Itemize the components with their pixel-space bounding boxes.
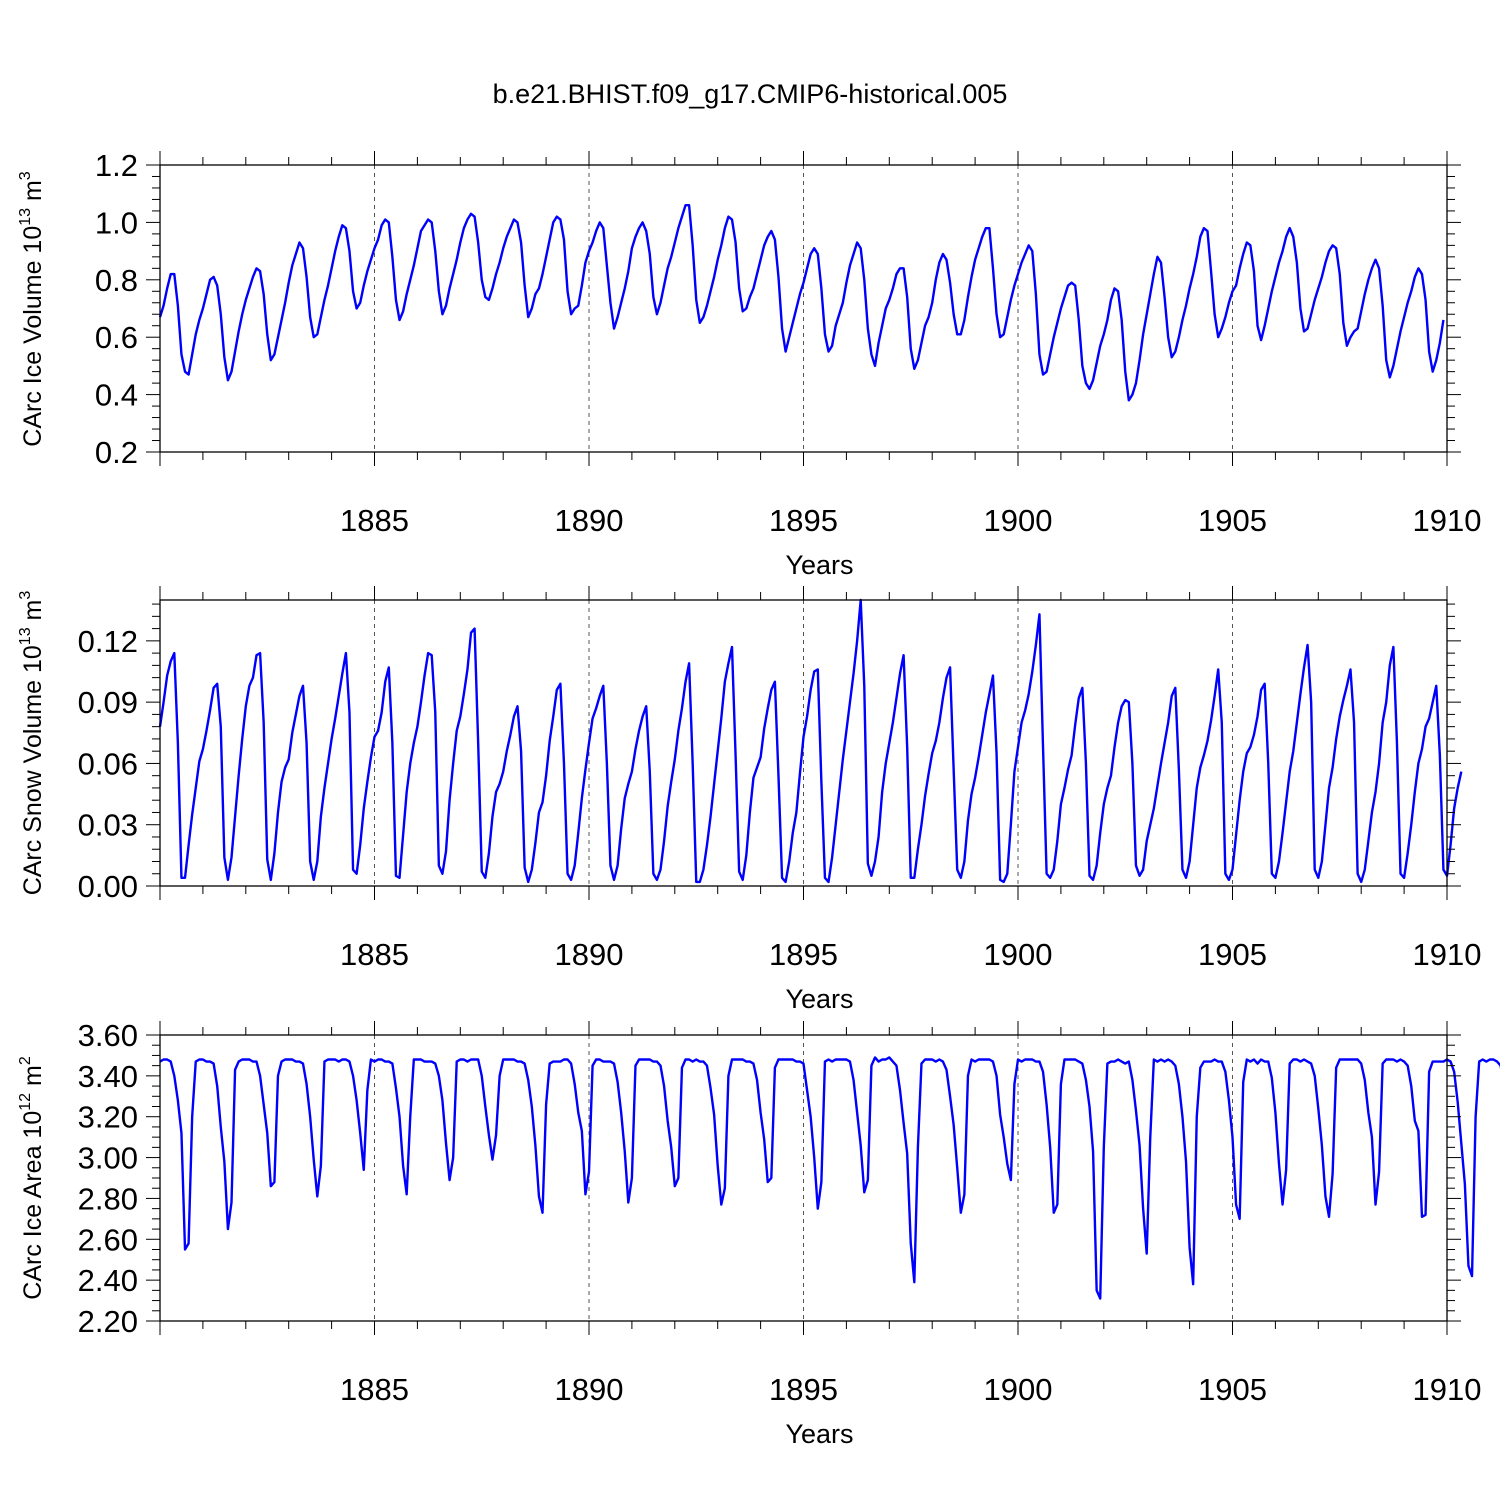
y-axis-label-exponent: 13: [17, 627, 34, 645]
x-tick-label: 1895: [769, 937, 838, 972]
x-tick-label: 1885: [340, 1372, 409, 1407]
y-axis-label-text: m: [19, 180, 47, 208]
y-tick-label: 2.20: [78, 1304, 138, 1339]
y-axis-label-exponent: 13: [17, 208, 34, 226]
series-line-carc-ice-area: [159, 1056, 1500, 1300]
x-tick-label: 1890: [555, 503, 624, 538]
y-axis-label-exponent: 3: [17, 591, 34, 600]
x-tick-label: 1905: [1198, 503, 1267, 538]
x-tick-label: 1895: [769, 1372, 838, 1407]
y-tick-label: 1.0: [95, 205, 138, 240]
y-tick-label: 0.03: [78, 808, 138, 843]
y-tick-label: 3.20: [78, 1100, 138, 1135]
x-tick-label: 1900: [984, 503, 1053, 538]
y-axis-label-exponent: 2: [17, 1056, 34, 1065]
series-line-carc-ice-volume: [158, 203, 1445, 402]
panel-2: 1885 1890 1895 1900 1905 1910 Years 0.00 0.03 0.0…: [17, 586, 1481, 1014]
y-axis-label: CArc Ice Volume 1013 m3: [17, 171, 47, 447]
x-tick-label: 1905: [1198, 1372, 1267, 1407]
y-tick-label: 0.00: [78, 869, 138, 904]
y-tick-label: 0.8: [95, 263, 138, 298]
y-tick-label: 2.80: [78, 1181, 138, 1216]
x-axis-label: Years: [785, 984, 853, 1014]
y-tick-label: 0.6: [95, 320, 138, 355]
y-tick-label: 3.40: [78, 1059, 138, 1094]
x-tick-label: 1910: [1413, 1372, 1482, 1407]
panel-1: 1885 1890 1895 1900 1905 1910 Years 0.2 0.4 0.6 0.…: [17, 148, 1481, 580]
y-axis-label-text: m: [19, 1065, 47, 1093]
y-tick-label: 0.09: [78, 685, 138, 720]
x-tick-label: 1895: [769, 503, 838, 538]
y-axis-label-text: CArc Ice Volume 10: [19, 226, 47, 447]
y-axis-label: CArc Ice Area 1012 m2: [17, 1056, 47, 1300]
panel-3: 1885 1890 1895 1900 1905 1910 Years 2.20 2.40 2.6…: [17, 1018, 1500, 1449]
y-axis-label-text: CArc Ice Area 10: [19, 1111, 47, 1300]
y-axis-label: CArc Snow Volume 1013 m3: [17, 591, 47, 896]
y-tick-label: 0.12: [78, 624, 138, 659]
y-axis-label-exponent: 3: [17, 171, 34, 180]
figure-title: b.e21.BHIST.f09_g17.CMIP6-historical.005: [493, 79, 1008, 109]
x-tick-label: 1885: [340, 937, 409, 972]
y-tick-label: 1.2: [95, 148, 138, 183]
y-tick-label: 0.2: [95, 435, 138, 470]
x-tick-label: 1890: [555, 937, 624, 972]
y-axis-label-text: m: [19, 600, 47, 628]
x-tick-label: 1910: [1413, 503, 1482, 538]
y-tick-label: 2.60: [78, 1222, 138, 1257]
x-tick-label: 1890: [555, 1372, 624, 1407]
y-tick-label: 2.40: [78, 1263, 138, 1298]
y-tick-label: 0.4: [95, 378, 138, 413]
y-axis-label-exponent: 12: [17, 1093, 34, 1111]
y-axis-label-text: CArc Snow Volume 10: [19, 645, 47, 895]
x-tick-label: 1905: [1198, 937, 1267, 972]
x-axis-label: Years: [785, 1419, 853, 1449]
y-tick-label: 3.00: [78, 1141, 138, 1176]
x-tick-label: 1900: [984, 937, 1053, 972]
y-tick-label: 3.60: [78, 1018, 138, 1053]
x-tick-label: 1885: [340, 503, 409, 538]
x-axis-label: Years: [785, 550, 853, 580]
series-line-carc-snow-volume: [158, 598, 1463, 884]
y-tick-label: 0.06: [78, 746, 138, 781]
x-tick-label: 1910: [1413, 937, 1482, 972]
x-tick-label: 1900: [984, 1372, 1053, 1407]
